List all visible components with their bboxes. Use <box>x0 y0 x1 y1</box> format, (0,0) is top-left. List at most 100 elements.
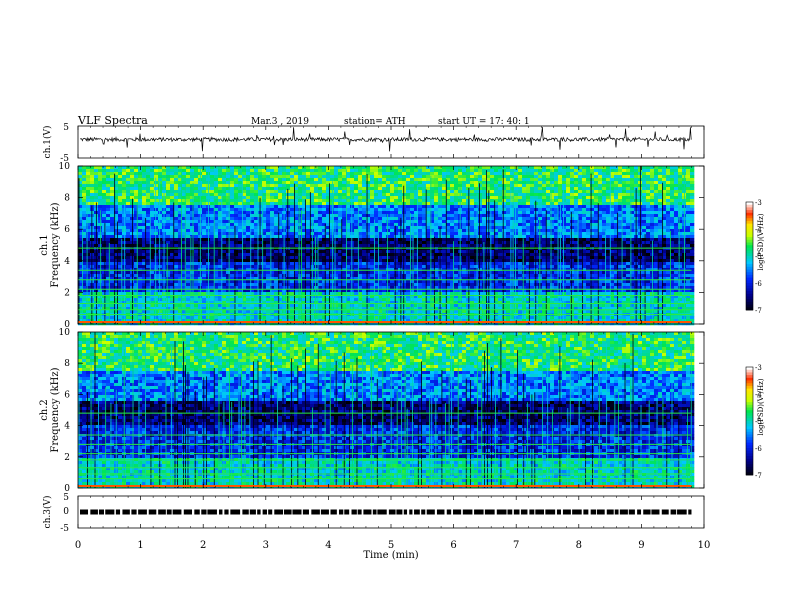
spectrogram-cell <box>166 244 171 248</box>
spectrogram-cell <box>150 190 155 194</box>
spectrogram-cell <box>78 187 83 191</box>
spectrogram-cell <box>334 196 339 200</box>
spectrogram-cell <box>590 259 595 263</box>
spectrogram-cell <box>110 181 115 185</box>
spectrogram-cell <box>242 205 247 209</box>
spectrogram-cell <box>462 259 467 263</box>
spectrogram-cell <box>218 244 223 248</box>
spectrogram-cell <box>546 250 551 254</box>
spectrogram-cell <box>266 202 271 206</box>
spectrogram-cell <box>466 253 471 257</box>
spectrogram-cell <box>274 181 279 185</box>
spectrogram-cell <box>554 190 559 194</box>
spectrogram-cell <box>194 175 199 179</box>
spectrogram-cell <box>234 175 239 179</box>
spectrogram-cell <box>618 220 623 224</box>
spectrogram-cell <box>558 169 563 173</box>
spectrogram-cell <box>174 178 179 182</box>
spectrogram-cell <box>210 196 215 200</box>
spectrogram-cell <box>86 193 91 197</box>
spectrogram-cell <box>178 181 183 185</box>
spectrogram-cell <box>298 220 303 224</box>
spectrogram-cell <box>290 196 295 200</box>
spectrogram-cell <box>510 196 515 200</box>
spectrogram-cell <box>670 241 675 245</box>
spectrogram-cell <box>470 199 475 203</box>
spectrogram-cell <box>590 220 595 224</box>
spectrogram-cell <box>546 184 551 188</box>
spectrogram-cell <box>626 199 631 203</box>
spectrogram-cell <box>310 211 315 215</box>
spectrogram-cell <box>374 256 379 260</box>
spectrogram-cell <box>146 214 151 218</box>
spectrogram-cell <box>206 220 211 224</box>
spectrogram-cell <box>690 169 695 173</box>
spectrogram-cell <box>178 235 183 239</box>
spectrogram-cell <box>350 190 355 194</box>
spectrogram-cell <box>550 217 555 221</box>
spectrogram-cell <box>450 184 455 188</box>
spectrogram-cell <box>370 256 375 260</box>
spectrogram-cell <box>462 256 467 260</box>
spectrogram-cell <box>170 229 175 233</box>
spectrogram-cell <box>242 196 247 200</box>
spectrogram-cell <box>646 181 651 185</box>
spectrogram-cell <box>194 178 199 182</box>
spectrogram-cell <box>210 169 215 173</box>
spectrogram-cell <box>642 241 647 245</box>
spectrogram-cell <box>182 208 187 212</box>
spectrogram-cell <box>422 226 427 230</box>
spectrogram-cell <box>682 235 687 239</box>
spectrogram-cell <box>394 172 399 176</box>
spectrogram-cell <box>134 178 139 182</box>
spectrogram-cell <box>594 223 599 227</box>
spectrogram-cell <box>498 196 503 200</box>
spectrogram-cell <box>226 196 231 200</box>
spectrogram-cell <box>454 223 459 227</box>
spectrogram-cell <box>394 190 399 194</box>
spectrogram-cell <box>434 232 439 236</box>
spectrogram-cell <box>594 217 599 221</box>
spectrogram-cell <box>394 244 399 248</box>
spectrogram-cell <box>578 166 583 170</box>
spectrogram-cell <box>662 238 667 242</box>
spectrogram-cell <box>550 211 555 215</box>
spectrogram-cell <box>442 229 447 233</box>
spectrogram-cell <box>438 214 443 218</box>
spectrogram-cell <box>230 229 235 233</box>
spectrogram-cell <box>370 253 375 257</box>
spectrogram-cell <box>430 187 435 191</box>
spectrogram-cell <box>494 190 499 194</box>
spectrogram-cell <box>134 235 139 239</box>
spectrogram-cell <box>382 208 387 212</box>
spectrogram-cell <box>442 217 447 221</box>
spectrogram-cell <box>542 214 547 218</box>
spectrogram-cell <box>394 250 399 254</box>
spectrogram-cell <box>82 187 87 191</box>
spectrogram-cell <box>666 172 671 176</box>
spectrogram-cell <box>382 196 387 200</box>
spectrogram-cell <box>510 178 515 182</box>
spectrogram-cell <box>662 256 667 260</box>
spectrogram-cell <box>330 187 335 191</box>
spectrogram-cell <box>442 202 447 206</box>
spectrogram-cell <box>334 205 339 209</box>
spectrogram-cell <box>146 220 151 224</box>
spectrogram-cell <box>154 196 159 200</box>
spectrogram-cell <box>274 217 279 221</box>
spectrogram-cell <box>658 253 663 257</box>
spectrogram-cell <box>390 235 395 239</box>
spectrogram-cell <box>186 184 191 188</box>
spectrogram-cell <box>146 187 151 191</box>
spectrogram-cell <box>398 223 403 227</box>
spectrogram-cell <box>294 175 299 179</box>
spectrogram-cell <box>206 208 211 212</box>
spectrogram-cell <box>322 232 327 236</box>
spectrogram-cell <box>178 205 183 209</box>
spectrogram-cell <box>510 220 515 224</box>
spectrogram-cell <box>78 256 83 260</box>
spectrogram-cell <box>226 178 231 182</box>
spectrogram-cell <box>370 232 375 236</box>
spectrogram-cell <box>566 244 571 248</box>
spectrogram-cell <box>254 199 259 203</box>
